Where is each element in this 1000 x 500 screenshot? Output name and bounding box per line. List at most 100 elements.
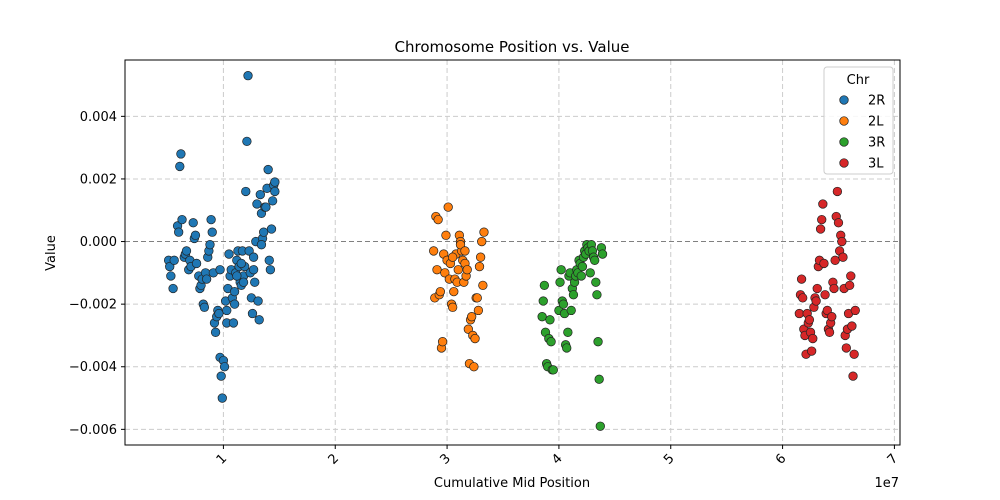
data-point-2r <box>199 302 210 312</box>
data-point-2l <box>449 286 459 297</box>
data-point-2l <box>479 227 489 237</box>
data-point-2l <box>475 252 486 262</box>
data-point-3r <box>539 280 550 291</box>
plot-frame <box>124 59 901 446</box>
data-point-3l <box>817 214 827 225</box>
x-tick-label: 2 <box>326 451 342 467</box>
data-point-3l <box>804 315 815 325</box>
legend-label-3l: 3L <box>868 157 884 172</box>
data-point-2r <box>181 246 192 256</box>
data-point-3l <box>818 199 828 209</box>
data-point-3l <box>811 296 821 306</box>
data-point-2l <box>432 265 442 275</box>
chart-title: Chromosome Position vs. Value <box>395 38 630 56</box>
data-point-2r <box>205 240 215 250</box>
data-point-3l <box>798 293 808 303</box>
data-point-2l <box>435 286 446 297</box>
data-point-2l <box>477 236 487 247</box>
data-point-3l <box>794 308 805 319</box>
data-point-2r <box>253 296 263 306</box>
x-offset-label: 1e7 <box>874 476 899 491</box>
data-point-2r <box>250 277 260 287</box>
y-tick-label: −0.002 <box>69 298 117 313</box>
data-point-3l <box>850 305 860 316</box>
data-point-2r <box>176 149 186 159</box>
legend-marker-2r <box>839 95 849 105</box>
data-point-2r <box>241 186 251 197</box>
data-point-3l <box>820 290 830 300</box>
data-point-2r <box>207 227 217 237</box>
legend: Chr 2R 2L 3R 3L <box>823 66 894 175</box>
data-point-2r <box>263 164 273 175</box>
data-point-3r <box>577 261 588 272</box>
data-point-2l <box>470 333 480 344</box>
data-point-2l <box>474 261 485 272</box>
legend-marker-2l <box>839 116 849 126</box>
data-point-3l <box>848 371 858 381</box>
data-point-3l <box>845 280 855 291</box>
data-point-2l <box>455 240 466 250</box>
data-point-3l <box>829 283 839 294</box>
data-point-3r <box>568 290 579 300</box>
data-point-2r <box>229 299 240 309</box>
x-tick-label: 4 <box>549 451 565 467</box>
data-point-2r <box>242 136 252 147</box>
data-point-2r <box>214 308 224 319</box>
data-point-3l <box>838 252 848 262</box>
data-point-2l <box>478 280 488 291</box>
data-point-3l <box>815 224 826 234</box>
data-point-3r <box>555 277 565 287</box>
data-point-2l <box>472 293 482 303</box>
y-tick-label: 0.000 <box>80 235 117 250</box>
data-point-3l <box>830 255 840 265</box>
data-point-3r <box>590 255 600 265</box>
x-tick-label: 6 <box>773 451 789 467</box>
x-tick-label: 1 <box>214 451 230 467</box>
data-point-3l <box>819 258 829 269</box>
data-point-3r <box>595 421 605 431</box>
legend-title: Chr <box>847 73 870 88</box>
data-point-3r <box>548 365 558 375</box>
legend-label-2l: 2L <box>868 115 884 130</box>
data-point-3r <box>556 265 566 275</box>
data-point-2r <box>201 274 212 284</box>
data-point-3r <box>594 374 604 384</box>
data-point-2l <box>448 302 458 312</box>
y-axis-label: Value <box>44 235 59 271</box>
data-point-2r <box>270 177 280 187</box>
y-tick-label: −0.006 <box>69 423 117 438</box>
data-point-2r <box>265 265 276 275</box>
x-axis-label: Cumulative Mid Position <box>434 476 590 491</box>
legend-label-2r: 2R <box>868 94 885 109</box>
data-point-2r <box>243 71 253 81</box>
data-point-2l <box>440 268 450 278</box>
data-point-3l <box>807 346 817 356</box>
data-point-2r <box>188 218 198 228</box>
data-point-2r <box>169 255 179 265</box>
data-point-2r <box>259 227 269 237</box>
legend-label-3r: 3R <box>868 136 885 151</box>
data-point-2l <box>467 312 477 322</box>
data-point-3l <box>846 271 856 281</box>
data-point-3l <box>841 343 851 353</box>
data-point-3r <box>546 337 556 347</box>
data-point-3l <box>832 186 843 197</box>
data-point-2r <box>215 265 225 275</box>
data-point-3l <box>822 305 832 316</box>
data-point-3r <box>538 296 548 306</box>
data-point-2r <box>248 265 259 275</box>
data-point-2r <box>261 202 271 212</box>
data-point-2r <box>244 246 254 256</box>
data-point-2r <box>191 258 202 269</box>
data-point-3r <box>545 315 555 325</box>
data-point-3l <box>833 218 844 228</box>
data-point-2r <box>177 214 187 225</box>
data-point-2r <box>165 261 175 272</box>
data-point-2r <box>174 227 184 237</box>
data-point-2l <box>463 324 473 334</box>
data-point-3l <box>827 312 837 322</box>
data-point-2r <box>248 252 259 262</box>
data-point-2l <box>473 305 484 316</box>
data-point-3r <box>591 277 601 287</box>
